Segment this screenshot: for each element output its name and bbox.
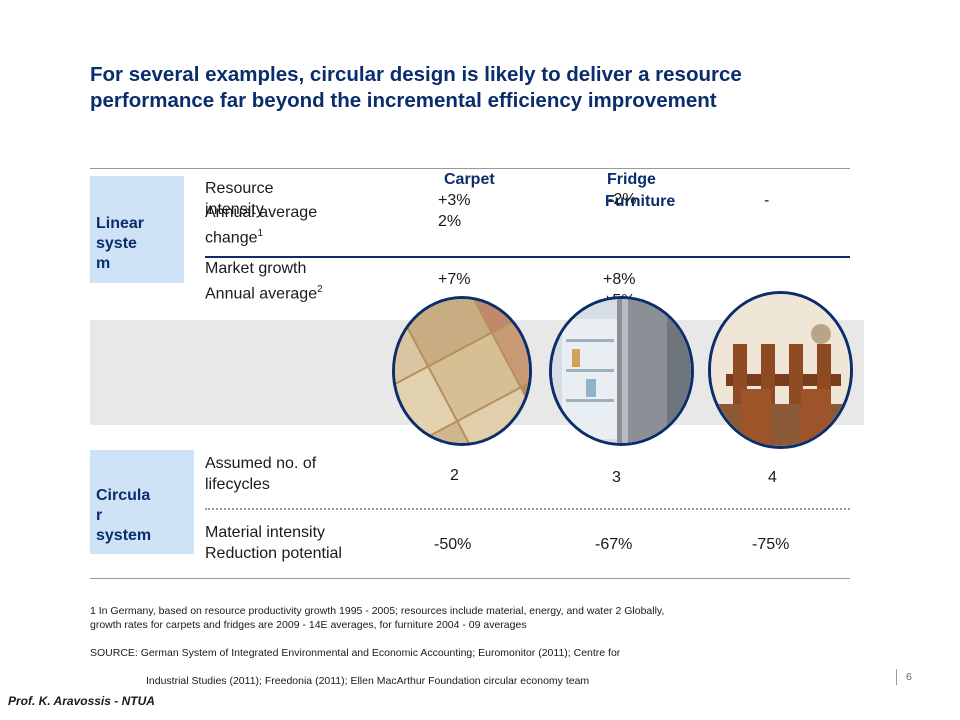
row-label-market-growth-text: Market growth Annual average [205, 260, 318, 303]
column-header-carpet: Carpet [444, 171, 495, 188]
carpet-samples-image [392, 296, 532, 446]
row-label-resource-intensity: Resource intensity [205, 180, 274, 218]
footnote-ref-1: 1 [257, 228, 264, 239]
row-label-market-growth: Market growth Annual average2 [205, 258, 340, 304]
circular-system-text: Circula r system [96, 487, 152, 544]
slide-title: For several examples, circular design is… [90, 63, 742, 112]
linear-system-text: Linear syste m [96, 215, 145, 272]
footnote-source-cont: Industrial Studies (2011); Freedonia (20… [146, 675, 590, 687]
bottom-rule [90, 578, 850, 579]
dining-furniture-graphic [711, 294, 850, 446]
furniture-resource-intensity: - [764, 192, 770, 209]
circular-system-label: Circula r system [90, 450, 194, 554]
carpet-material-reduction: -50% [434, 536, 472, 553]
row-label-annual-change: Annual average change1 [205, 202, 345, 248]
column-header-furniture: Furniture [605, 193, 676, 210]
carpet-lifecycles: 2 [450, 467, 459, 484]
row-label-lifecycles: Assumed no. of lifecycles [205, 455, 317, 493]
carpet-samples-graphic [395, 299, 529, 443]
fridge-image [549, 296, 694, 446]
row-label-annual-change-text: Annual average change [205, 204, 318, 247]
footnote-ref-2: 2 [317, 284, 323, 295]
linear-divider [205, 256, 850, 258]
circular-divider [205, 508, 850, 510]
carpet-resource-intensity: +3% 2% [438, 192, 471, 230]
page-number-separator [896, 669, 897, 685]
fridge-resource-intensity: -2% [608, 191, 637, 208]
author-credit: Prof. K. Aravossis - NTUA [8, 694, 155, 708]
fridge-lifecycles: 3 [612, 469, 621, 486]
top-rule [90, 168, 850, 169]
fridge-material-reduction: -67% [595, 536, 633, 553]
linear-system-label: Linear syste m [90, 176, 184, 283]
furniture-material-reduction: -75% [752, 536, 790, 553]
carpet-market-growth: +7% [438, 271, 471, 288]
row-label-material-intensity: Material intensity Reduction potential [205, 524, 342, 562]
dining-furniture-image [708, 291, 853, 449]
footnote-source: SOURCE: German System of Integrated Envi… [90, 647, 621, 659]
furniture-lifecycles: 4 [768, 469, 777, 486]
fridge-graphic [552, 299, 691, 443]
column-header-fridge: Fridge [607, 171, 656, 188]
page-number: 6 [906, 671, 912, 683]
footnote-1: 1 In Germany, based on resource producti… [90, 605, 665, 631]
fridge-market-growth: +8% [603, 271, 636, 288]
